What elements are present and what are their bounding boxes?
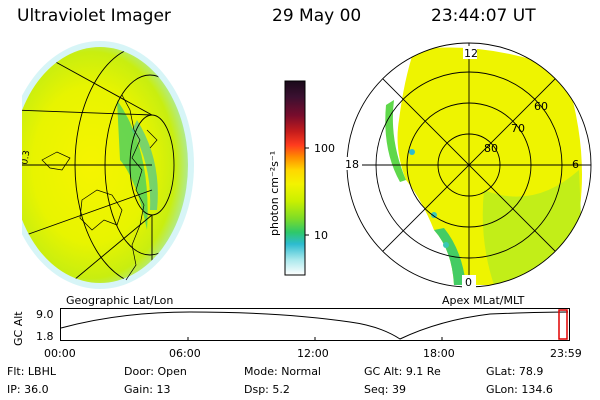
- glat-info: GLat: 78.9: [486, 365, 544, 378]
- mlat-label-60: 60: [534, 100, 548, 113]
- altitude-ylabel: GC Alt: [12, 311, 25, 346]
- gain-info: Gain: 13: [124, 383, 171, 396]
- altitude-xtick-0000: 00:00: [44, 347, 76, 360]
- mlt-label-18: 18: [345, 158, 359, 171]
- altitude-xtick-0600: 06:00: [169, 347, 201, 360]
- apex-panel-label: Apex MLat/MLT: [442, 294, 525, 307]
- altitude-xtick-1200: 12:00: [297, 347, 329, 360]
- colorbar: [284, 80, 309, 276]
- altitude-xtick-2359: 23:59: [550, 347, 582, 360]
- altitude-xtick-1800: 18:00: [423, 347, 455, 360]
- mlat-label-80: 80: [484, 142, 498, 155]
- mlt-label-12: 12: [464, 47, 478, 60]
- apex-polar-plot: 12 18 6 0 60 70 80: [344, 42, 592, 289]
- mlat-label-70: 70: [511, 122, 525, 135]
- mlt-label-6: 6: [572, 158, 579, 171]
- ip-info: IP: 36.0: [7, 383, 49, 396]
- filter-info: Flt: LBHL: [7, 365, 56, 378]
- gc-alt-info: GC Alt: 9.1 Re: [364, 365, 441, 378]
- colorbar-tick-10: 10: [314, 229, 328, 242]
- door-info: Door: Open: [124, 365, 187, 378]
- observation-date: 29 May 00: [272, 6, 362, 26]
- altitude-ytick-top: 9.0: [36, 308, 54, 321]
- dsp-info: Dsp: 5.2: [244, 383, 290, 396]
- geo-panel-label: Geographic Lat/Lon: [66, 294, 174, 307]
- mode-info: Mode: Normal: [244, 365, 321, 378]
- mlt-label-0: 0: [465, 276, 472, 289]
- geo-grid-label: 0.3: [22, 150, 32, 166]
- instrument-title: Ultraviolet Imager: [17, 6, 171, 26]
- current-time-marker: [558, 309, 568, 340]
- observation-time: 23:44:07 UT: [431, 6, 536, 26]
- altitude-ytick-bottom: 1.8: [36, 330, 54, 343]
- geographic-image: 0.3: [22, 41, 194, 289]
- colorbar-unit-label: photon cm⁻²s⁻¹: [268, 150, 281, 236]
- glon-info: GLon: 134.6: [486, 383, 553, 396]
- colorbar-tick-100: 100: [314, 142, 335, 155]
- altitude-timeline: [60, 308, 570, 341]
- seq-info: Seq: 39: [364, 383, 406, 396]
